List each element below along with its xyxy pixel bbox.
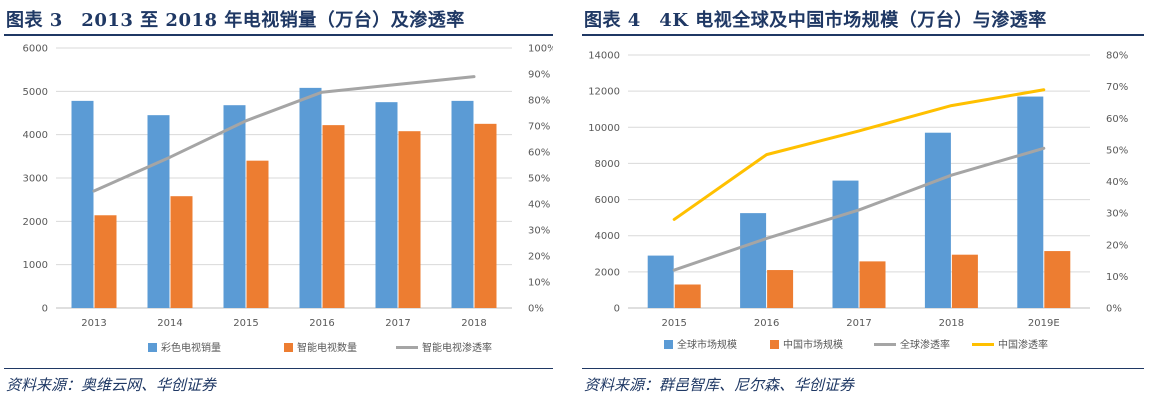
left-source-rule — [4, 368, 553, 369]
bar-series0-0 — [647, 255, 674, 308]
line-series-3 — [672, 88, 1046, 221]
left-title-rule — [4, 34, 553, 36]
bar-series1-4 — [1044, 251, 1071, 308]
legend-label-0: 彩色电视销量 — [161, 341, 221, 354]
bar-series0-2 — [223, 105, 246, 308]
left-chart: 0 1000 2000 3000 4000 5000 6000 0% 10% 20% 30% 40% 5… — [23, 44, 553, 355]
legend-label-0: 全球市场规模 — [677, 338, 737, 351]
bar-series1-0 — [94, 215, 117, 308]
line-series-2 — [92, 75, 476, 193]
bar-series0-3 — [924, 132, 951, 308]
y-tick-label: 2000 — [595, 267, 620, 278]
x-tick-label: 2013 — [81, 318, 106, 329]
legend-label-1: 中国市场规模 — [783, 338, 843, 351]
y-tick-label: 6000 — [595, 195, 620, 206]
y-tick-label: 2000 — [23, 217, 48, 228]
bar-series1-3 — [322, 125, 345, 308]
left-source-note: 资料来源：奥维云网、华创证券 — [6, 376, 217, 394]
bar-series0-2 — [832, 180, 859, 308]
legend-swatch-1 — [770, 340, 779, 349]
x-tick-label: 2019E — [1028, 318, 1060, 329]
y2-tick-label: 60% — [528, 148, 550, 159]
x-tick-label: 2017 — [385, 318, 410, 329]
bar-series0-4 — [1017, 96, 1044, 308]
y2-tick-label: 10% — [528, 278, 550, 289]
y2-tick-label: 40% — [1106, 177, 1128, 188]
bar-series1-5 — [474, 123, 497, 308]
y-tick-label: 6000 — [23, 44, 48, 55]
y2-tick-label: 60% — [1106, 114, 1128, 125]
line-series-2 — [672, 146, 1046, 272]
right-source-note: 资料来源：群邑智库、尼尔森、华创证券 — [584, 376, 855, 394]
y2-tick-label: 30% — [1106, 209, 1128, 220]
bar-series1-0 — [674, 284, 701, 308]
x-tick-label: 2018 — [461, 318, 486, 329]
bar-series1-2 — [859, 261, 886, 308]
y-tick-label: 4000 — [595, 231, 620, 242]
right-title-rule — [582, 34, 1144, 36]
y-tick-label: 4000 — [23, 130, 48, 141]
y-tick-label: 0 — [614, 304, 620, 315]
y-tick-label: 5000 — [23, 87, 48, 98]
y2-tick-label: 20% — [528, 252, 550, 263]
y-tick-label: 12000 — [588, 87, 620, 98]
y2-tick-label: 30% — [528, 226, 550, 237]
y2-tick-label: 80% — [1106, 51, 1128, 62]
y2-tick-label: 0% — [528, 304, 544, 315]
x-tick-label: 2015 — [233, 318, 258, 329]
y2-tick-label: 70% — [1106, 82, 1128, 93]
y2-tick-label: 100% — [528, 44, 553, 55]
left-chart-title: 图表 3 2013 至 2018 年电视销量（万台）及渗透率 — [6, 10, 465, 31]
legend-label-1: 智能电视数量 — [297, 341, 357, 354]
y2-tick-label: 10% — [1106, 272, 1128, 283]
legend-label-3: 中国渗透率 — [998, 338, 1048, 351]
bar-series1-2 — [246, 160, 269, 308]
y-tick-label: 8000 — [595, 159, 620, 170]
bar-series1-1 — [767, 270, 794, 308]
x-tick-label: 2016 — [754, 318, 779, 329]
bar-series0-1 — [740, 213, 767, 308]
bar-series0-3 — [299, 87, 322, 308]
legend-label-2: 全球渗透率 — [900, 338, 950, 351]
y-tick-label: 14000 — [588, 51, 620, 62]
bar-series0-0 — [71, 100, 94, 308]
x-tick-label: 2015 — [661, 318, 686, 329]
legend-swatch-1 — [284, 343, 293, 352]
y-tick-label: 3000 — [23, 174, 48, 185]
y2-tick-label: 80% — [528, 96, 550, 107]
bar-series0-1 — [147, 115, 170, 309]
legend-label-2: 智能电视渗透率 — [422, 341, 492, 354]
legend-swatch-0 — [664, 340, 673, 349]
legend-swatch-0 — [148, 343, 157, 352]
x-tick-label: 2016 — [309, 318, 334, 329]
bar-series0-4 — [375, 102, 398, 309]
y2-tick-label: 90% — [528, 70, 550, 81]
y2-tick-label: 20% — [1106, 240, 1128, 251]
bar-series1-3 — [951, 254, 978, 308]
right-source-rule — [582, 368, 1144, 369]
y2-tick-label: 40% — [528, 200, 550, 211]
y2-tick-label: 0% — [1106, 304, 1122, 315]
x-tick-label: 2017 — [846, 318, 871, 329]
x-tick-label: 2018 — [939, 318, 964, 329]
bar-series1-4 — [398, 131, 421, 308]
bar-series1-1 — [170, 196, 193, 308]
y-tick-label: 10000 — [588, 123, 620, 134]
y2-tick-label: 50% — [528, 174, 550, 185]
y2-tick-label: 70% — [528, 122, 550, 133]
y2-tick-label: 50% — [1106, 145, 1128, 156]
y-tick-label: 0 — [42, 304, 48, 315]
bar-series0-5 — [451, 100, 474, 308]
x-tick-label: 2014 — [157, 318, 182, 329]
right-chart: 0 2000 4000 6000 8000 10000 12000 14000 0% 10% 20%… — [588, 51, 1128, 352]
y-tick-label: 1000 — [23, 260, 48, 271]
right-chart-title: 图表 4 4K 电视全球及中国市场规模（万台）与渗透率 — [584, 10, 1047, 31]
